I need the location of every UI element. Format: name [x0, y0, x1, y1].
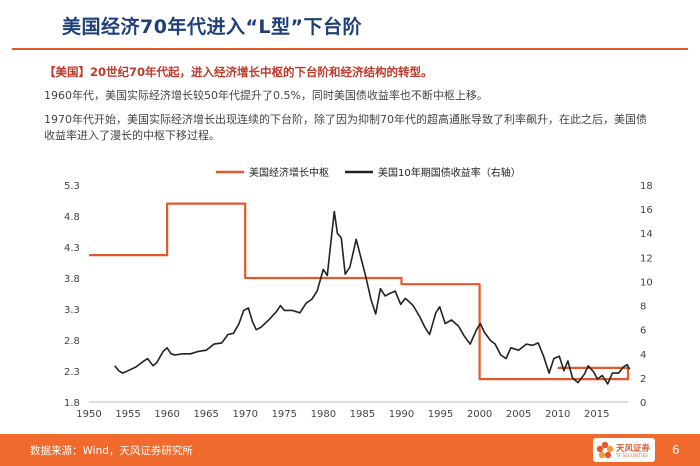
y-right-tick-label: 2	[640, 374, 646, 385]
y-left-tick-label: 1.8	[64, 398, 80, 409]
x-tick-label: 1950	[76, 409, 101, 420]
x-tick-label: 1985	[350, 409, 375, 420]
page-title: 美国经济70年代进入“L型”下台阶	[62, 16, 363, 38]
x-tick-label: 1995	[428, 409, 453, 420]
footer-bar	[0, 434, 700, 466]
x-tick-label: 1970	[233, 409, 258, 420]
chart-svg: 1950 1955 1960 1965 1970 1975 1980 1985 1990 1995…	[64, 166, 653, 420]
series-line-treasury-yield	[114, 210, 631, 385]
y-right-tick-label: 10	[640, 277, 653, 288]
logo-text: 天风证券	[616, 444, 651, 454]
paragraph-2: 1970年代开始，美国实际经济增长出现连续的下台阶，除了因为抑制70年代的超高通…	[44, 113, 647, 142]
page-number: 6	[672, 443, 680, 457]
y-right-tick-label: 4	[640, 350, 646, 361]
data-source: 数据来源：Wind，天风证券研究所	[30, 445, 193, 457]
y-right-tick-label: 16	[640, 205, 653, 216]
y-left-tick-label: 3.3	[64, 305, 80, 316]
title-divider	[12, 48, 688, 50]
x-tick-label: 1955	[115, 409, 140, 420]
legend-label-growth: 美国经济增长中枢	[249, 166, 329, 179]
y-right-tick-label: 18	[640, 181, 653, 192]
y-right-tick-label: 12	[640, 253, 653, 264]
x-tick-label: 2005	[506, 409, 531, 420]
y-left-tick-label: 3.8	[64, 274, 80, 285]
y-left-tick-label: 2.8	[64, 336, 80, 347]
logo-flower-icon	[596, 441, 614, 459]
x-tick-label: 1990	[389, 409, 414, 420]
x-tick-label: 1980	[311, 409, 336, 420]
brand-logo: 天风证券 TF SECURITIES	[593, 438, 655, 462]
legend-label-yield: 美国10年期国债收益率（右轴）	[378, 166, 521, 179]
x-tick-label: 1975	[272, 409, 297, 420]
highlight-text: 【美国】20世纪70年代起，进入经济增长中枢的下台阶和经济结构的转型。	[44, 65, 433, 79]
paragraph-1: 1960年代，美国实际经济增长较50年代提升了0.5%，同时美国债收益率也不断中…	[44, 89, 488, 102]
y-right-tick-label: 0	[640, 398, 646, 409]
y-right-tick-label: 14	[640, 229, 653, 240]
x-tick-label: 2015	[584, 409, 609, 420]
y-right-tick-label: 6	[640, 326, 646, 337]
y-left-tick-label: 5.3	[64, 181, 80, 192]
y-right-tick-label: 8	[640, 302, 646, 313]
y-left-tick-label: 4.3	[64, 243, 80, 254]
x-tick-label: 2000	[467, 409, 492, 420]
y-left-tick-label: 4.8	[64, 212, 80, 223]
series-line-growth-center	[89, 202, 630, 381]
x-tick-label: 1960	[154, 409, 179, 420]
logo-subtext: TF SECURITIES	[616, 453, 649, 458]
x-tick-label: 1965	[193, 409, 218, 420]
x-tick-label: 2010	[545, 409, 570, 420]
y-left-tick-label: 2.3	[64, 367, 80, 378]
